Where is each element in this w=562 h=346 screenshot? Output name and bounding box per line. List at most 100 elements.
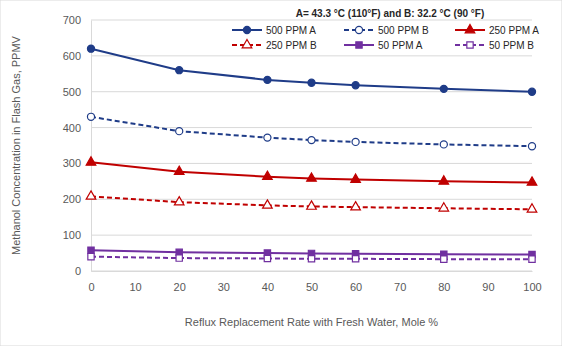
series-marker: [440, 141, 447, 148]
grid-line: [91, 163, 532, 164]
series-marker: [176, 255, 182, 261]
chart-container: 0 10 20 30 40 50 60 70 80 90 100 0 100 200 300 400 500 60…: [0, 0, 562, 346]
grid-line: [91, 235, 532, 236]
series-marker: [87, 113, 94, 120]
legend-entry: 250 PPM B: [232, 39, 317, 50]
grid-line: [91, 55, 532, 56]
series-marker: [176, 67, 183, 74]
x-tick: 30: [218, 271, 230, 293]
series-marker: [352, 138, 359, 145]
series-marker: [529, 256, 535, 262]
series-marker: [308, 79, 315, 86]
series-marker: [440, 85, 447, 92]
y-tick-label: 500: [63, 86, 81, 98]
background: [0, 0, 562, 346]
legend-marker: [242, 39, 252, 47]
series-marker: [88, 247, 94, 253]
x-tick: 50: [306, 271, 318, 293]
series-marker: [439, 176, 449, 184]
series-marker: [352, 82, 359, 89]
x-tick: 70: [394, 271, 406, 293]
series-marker: [527, 204, 537, 212]
x-tick: 90: [482, 271, 494, 293]
grid-line: [91, 20, 532, 21]
series-marker: [264, 76, 271, 83]
x-tick: 20: [174, 271, 186, 293]
x-tick-label: 20: [174, 281, 186, 293]
legend-entry: 500 PPM B: [344, 25, 429, 36]
grid: [91, 20, 532, 271]
y-tick: 0: [75, 265, 91, 277]
x-tick-label: 30: [218, 281, 230, 293]
legend-marker: [467, 42, 473, 48]
legend-entry: 50 PPM A: [344, 40, 423, 51]
y-tick: 500: [63, 86, 91, 98]
x-axis-title: Reflux Replacement Rate with Fresh Water…: [185, 316, 439, 328]
x-axis: 0 10 20 30 40 50 60 70 80 90 100: [88, 271, 541, 293]
grid-line: [91, 199, 532, 200]
plot-area: [86, 45, 537, 262]
legend-marker: [355, 26, 362, 33]
series-marker: [88, 253, 94, 259]
series-marker: [352, 256, 358, 262]
series-marker: [174, 197, 184, 205]
legend-entry: 50 PPM B: [455, 40, 534, 51]
series-marker: [86, 191, 96, 199]
series-marker: [308, 137, 315, 144]
series-marker: [86, 157, 96, 165]
series-line: [91, 162, 532, 182]
series-marker: [308, 256, 314, 262]
legend-marker: [356, 42, 362, 48]
x-tick-label: 70: [394, 281, 406, 293]
series-marker: [439, 203, 449, 211]
x-tick: 100: [523, 271, 541, 293]
x-tick-label: 80: [438, 281, 450, 293]
y-tick: 400: [63, 122, 91, 134]
y-tick: 100: [63, 229, 91, 241]
series-marker: [307, 173, 317, 181]
chart-svg: 0 10 20 30 40 50 60 70 80 90 100 0 100 200 300 400 500 60…: [0, 0, 562, 346]
series-marker: [263, 200, 273, 208]
series-marker: [527, 177, 537, 185]
y-tick-label: 700: [63, 14, 81, 26]
x-tick: 80: [438, 271, 450, 293]
series-marker: [87, 45, 94, 52]
series-marker: [528, 88, 535, 95]
series-line: [91, 49, 532, 92]
y-tick-label: 600: [63, 50, 81, 62]
series-marker: [307, 201, 317, 209]
x-tick: 40: [262, 271, 274, 293]
series-line: [91, 196, 532, 209]
y-tick-label: 100: [63, 229, 81, 241]
x-tick-label: 40: [262, 281, 274, 293]
y-tick-label: 0: [75, 265, 81, 277]
x-tick: 0: [88, 271, 94, 293]
y-tick-label: 400: [63, 122, 81, 134]
legend-label: 250 PPM B: [266, 40, 317, 51]
series-line: [91, 117, 532, 146]
y-tick-label: 200: [63, 193, 81, 205]
legend-title: A= 43.3 °C (110°F) and B: 32.2 °C (90 °F…: [296, 8, 485, 19]
series-marker: [264, 134, 271, 141]
series-marker: [441, 256, 447, 262]
legend-marker: [465, 24, 475, 32]
legend: A= 43.3 °C (110°F) and B: 32.2 °C (90 °F…: [232, 8, 539, 51]
y-tick: 600: [63, 50, 91, 62]
x-tick: 10: [129, 271, 141, 293]
x-tick-label: 10: [129, 281, 141, 293]
legend-marker: [243, 26, 250, 33]
y-axis-line: [91, 21, 92, 272]
x-tick-label: 100: [523, 281, 541, 293]
series-marker: [351, 174, 361, 182]
x-axis-line: [92, 271, 533, 272]
series-marker: [264, 255, 270, 261]
series-marker: [351, 202, 361, 210]
legend-label: 500 PPM B: [378, 25, 429, 36]
x-tick-label: 60: [350, 281, 362, 293]
y-tick-label: 300: [63, 157, 81, 169]
series-marker: [528, 143, 535, 150]
series-marker: [174, 166, 184, 174]
legend-entry: 250 PPM A: [455, 24, 539, 35]
series-marker: [176, 128, 183, 135]
grid-line: [91, 271, 532, 272]
